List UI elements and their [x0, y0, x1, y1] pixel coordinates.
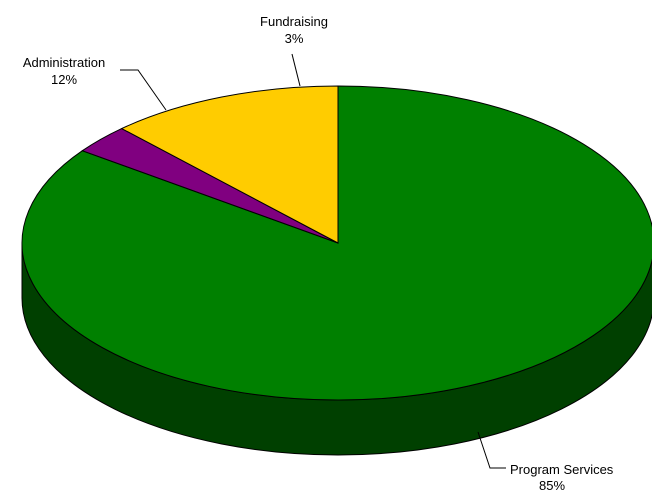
label-fundraising: Fundraising [260, 14, 328, 29]
leader-line-program-services [477, 431, 506, 469]
label-program-services: Program Services [510, 462, 614, 477]
value-program-services: 85% [539, 478, 565, 492]
pie-slice-administration [120, 85, 339, 244]
leader-line-fundraising [291, 53, 301, 87]
leader-line-administration [120, 69, 167, 111]
pie-top-layer [21, 85, 652, 401]
value-fundraising: 3% [285, 31, 304, 46]
label-administration: Administration [23, 55, 105, 70]
value-administration: 12% [51, 72, 77, 87]
